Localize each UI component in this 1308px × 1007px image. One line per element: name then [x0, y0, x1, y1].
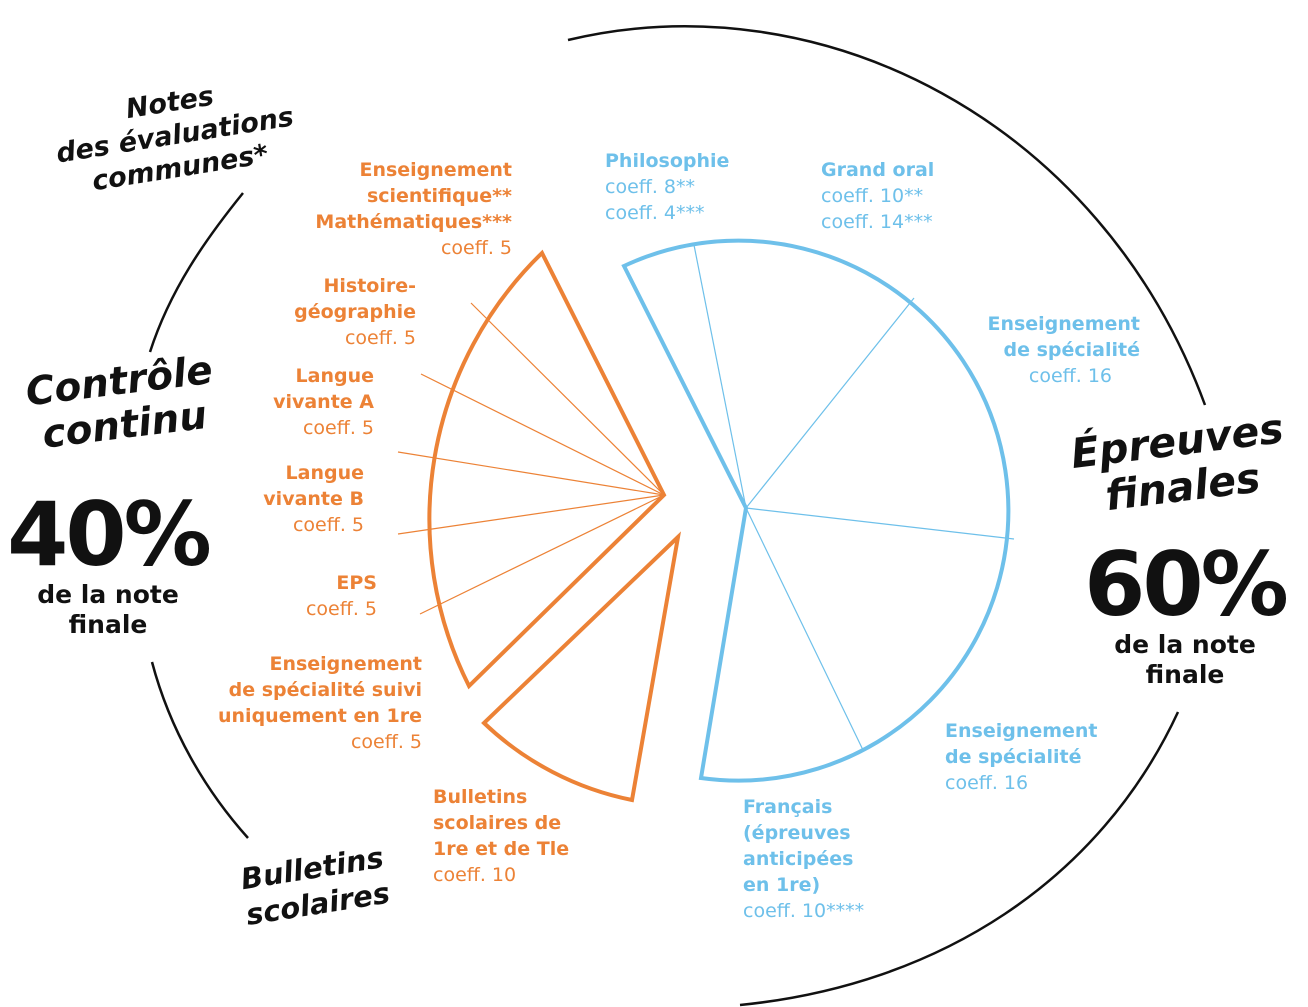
label-title-line: de spécialité	[945, 746, 1082, 768]
label-title-line: Langue	[285, 462, 364, 484]
blue-divider-4	[745, 507, 864, 751]
left-caption-line1: de la note	[37, 580, 179, 609]
label-title-line: uniquement en 1re	[218, 705, 422, 727]
label-coeff: coeff. 10	[433, 864, 517, 886]
orange-wedge-evaluations	[427, 249, 667, 690]
blue-divider-3	[745, 507, 1015, 540]
label-grand-oral: Grand oral coeff. 10** coeff. 14***	[821, 157, 1021, 235]
label-title-line: Enseignement	[945, 720, 1098, 742]
orange-divider-2	[420, 373, 665, 496]
label-langue-vivante-b: Langue vivante B coeff. 5	[164, 460, 364, 538]
label-title-line: Enseignement	[359, 159, 512, 181]
right-percent-block: 60% de la note finale	[1080, 540, 1290, 690]
label-title-line: géographie	[294, 301, 416, 323]
label-specialite-1: Enseignement de spécialité coeff. 16	[920, 311, 1140, 389]
blue-dividers	[693, 244, 1015, 751]
label-francais: Français (épreuves anticipées en 1re) co…	[743, 794, 943, 924]
outer-arc-right	[567, 25, 1207, 406]
left-percent-block: 40% de la note finale	[0, 490, 216, 640]
label-coeff: coeff. 16	[945, 772, 1029, 794]
label-specialite-premiere: Enseignement de spécialité suivi uniquem…	[142, 651, 422, 755]
label-title-line: Mathématiques***	[315, 211, 512, 233]
label-coeff: coeff. 5	[344, 327, 416, 349]
blue-divider-2	[745, 297, 915, 509]
label-eps: EPS coeff. 5	[177, 570, 377, 622]
label-philosophie: Philosophie coeff. 8** coeff. 4***	[605, 148, 805, 226]
label-title-line: (épreuves	[743, 822, 851, 844]
label-coeff: coeff. 8**	[605, 176, 696, 198]
outer-arc-right-lower	[739, 711, 1180, 1007]
label-coeff-alt: coeff. 14***	[821, 211, 933, 233]
orange-divider-5	[419, 494, 665, 615]
label-title-line: Philosophie	[605, 150, 730, 172]
label-title-line: vivante B	[263, 488, 364, 510]
label-title-line: Enseignement	[269, 653, 422, 675]
blue-wedge-epreuves	[621, 238, 1011, 783]
label-title-line: EPS	[336, 572, 377, 594]
label-title-line: Histoire-	[323, 275, 416, 297]
label-langue-vivante-a: Langue vivante A coeff. 5	[174, 363, 374, 441]
label-title-line: scolaires de	[433, 812, 562, 834]
label-title-line: 1re et de Tle	[433, 838, 570, 860]
label-enseignement-scientifique: Enseignement scientifique** Mathématique…	[232, 157, 512, 261]
orange-divider-1	[470, 302, 665, 496]
label-title-line: scientifique**	[366, 185, 512, 207]
orange-dividers	[397, 302, 665, 615]
label-title-line: vivante A	[273, 391, 374, 413]
label-title-line: en 1re)	[743, 874, 821, 896]
label-coeff-alt: coeff. 4***	[605, 202, 705, 224]
label-specialite-2: Enseignement de spécialité coeff. 16	[945, 718, 1165, 796]
label-title-line: anticipées	[743, 848, 854, 870]
label-title-line: Enseignement	[987, 313, 1140, 335]
label-coeff: coeff. 5	[350, 731, 422, 753]
label-title-line: Langue	[295, 365, 374, 387]
blue-divider-1	[693, 244, 747, 509]
label-coeff: coeff. 5	[292, 514, 364, 536]
label-coeff: coeff. 16	[1028, 365, 1112, 387]
label-coeff: coeff. 5	[302, 417, 374, 439]
right-percent: 60%	[1084, 533, 1289, 636]
label-title-line: Bulletins	[433, 786, 528, 808]
label-title-line: Français	[743, 796, 833, 818]
left-caption-line2: finale	[68, 610, 148, 639]
left-percent: 40%	[7, 483, 212, 586]
label-title-line: de spécialité	[1003, 339, 1141, 361]
label-histoire-geographie: Histoire- géographie coeff. 5	[196, 273, 416, 351]
label-coeff: coeff. 10**	[821, 185, 924, 207]
label-coeff: coeff. 10****	[743, 900, 865, 922]
outer-arc-left-top	[148, 192, 244, 353]
orange-wedge-bulletins	[481, 531, 682, 803]
right-caption-line2: finale	[1145, 660, 1225, 689]
label-coeff: coeff. 5	[305, 598, 377, 620]
orange-divider-4	[397, 494, 665, 535]
right-caption-line1: de la note	[1114, 630, 1256, 659]
outer-arc-left-bottom	[150, 661, 249, 839]
label-bulletins-scolaires: Bulletins scolaires de 1re et de Tle coe…	[433, 784, 613, 888]
label-title-line: Grand oral	[821, 159, 935, 181]
label-title-line: de spécialité suivi	[228, 679, 422, 701]
orange-divider-3	[397, 451, 665, 496]
label-coeff: coeff. 5	[440, 237, 512, 259]
